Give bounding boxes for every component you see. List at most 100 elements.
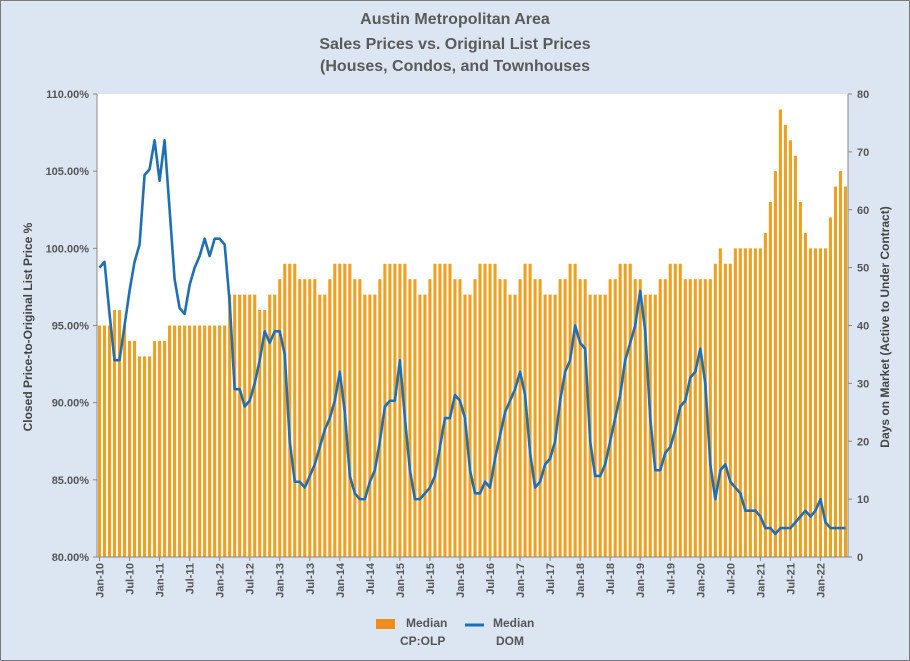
- bar-cp-olp: [618, 263, 622, 557]
- bar-cp-olp: [122, 325, 127, 557]
- bar-cp-olp: [743, 248, 747, 557]
- bar-cp-olp: [203, 325, 207, 557]
- bar-cp-olp: [423, 294, 427, 557]
- bar-cp-olp: [703, 279, 707, 557]
- bar-cp-olp: [338, 263, 342, 557]
- bar-cp-olp: [273, 294, 277, 557]
- bar-cp-olp: [283, 263, 287, 557]
- bar-cp-olp: [408, 279, 412, 557]
- bar-cp-olp: [778, 109, 782, 558]
- bar-cp-olp: [363, 294, 367, 557]
- bar-cp-olp: [518, 279, 522, 557]
- bar-cp-olp: [603, 294, 607, 557]
- bar-cp-olp: [643, 294, 647, 557]
- bar-cp-olp: [418, 294, 422, 557]
- y-axis-label: Closed Price-to-Original List Price %: [21, 222, 35, 431]
- bar-cp-olp: [563, 279, 567, 557]
- bar-cp-olp: [738, 248, 742, 557]
- bar-cp-olp: [533, 279, 537, 557]
- bar-cp-olp: [838, 171, 843, 558]
- x-tick-label: Jan-18: [575, 563, 587, 598]
- bar-cp-olp: [153, 340, 157, 557]
- y-tick-label: 100.00%: [46, 243, 90, 255]
- bar-cp-olp: [803, 232, 807, 557]
- bar-cp-olp: [698, 279, 702, 557]
- bar-cp-olp: [638, 279, 642, 557]
- x-tick-label: Jan-16: [455, 563, 467, 598]
- bar-cp-olp: [483, 263, 487, 557]
- x-tick-label: Jul-10: [125, 563, 137, 595]
- y-tick-label: 95.00%: [52, 321, 90, 333]
- bar-cp-olp: [773, 171, 777, 558]
- bar-cp-olp: [833, 186, 838, 557]
- y-tick-label: 85.00%: [52, 475, 90, 487]
- y2-tick-label: 40: [857, 321, 869, 333]
- bar-cp-olp: [828, 217, 833, 557]
- x-tick-label: Jul-11: [185, 563, 197, 594]
- bar-cp-olp: [148, 356, 152, 557]
- bar-cp-olp: [313, 279, 317, 557]
- y-tick-label: 90.00%: [52, 398, 90, 410]
- bar-cp-olp: [198, 325, 202, 557]
- x-tick-label: Jan-22: [815, 563, 827, 598]
- x-tick-label: Jul-14: [365, 562, 377, 595]
- x-tick-label: Jan-14: [335, 562, 347, 598]
- bar-cp-olp: [688, 279, 692, 557]
- x-tick-label: Jul-16: [485, 563, 497, 595]
- bar-cp-olp: [673, 263, 677, 557]
- y-tick-label: 80.00%: [52, 552, 90, 564]
- y2-tick-label: 80: [857, 89, 869, 101]
- chart-title-line-2: Sales Prices vs. Original List Prices: [319, 36, 591, 53]
- bar-cp-olp: [523, 263, 527, 557]
- bar-cp-olp: [843, 186, 848, 557]
- x-tick-label: Jan-15: [395, 563, 407, 598]
- bar-cp-olp: [558, 279, 562, 557]
- x-tick-label: Jul-18: [605, 563, 617, 595]
- bar-cp-olp: [218, 325, 222, 557]
- bar-cp-olp: [438, 263, 442, 557]
- bar-cp-olp: [633, 279, 637, 557]
- bar-cp-olp: [708, 279, 712, 557]
- bar-cp-olp: [102, 325, 107, 557]
- bar-cp-olp: [498, 279, 502, 557]
- bar-cp-olp: [353, 279, 357, 557]
- bar-cp-olp: [553, 294, 557, 557]
- y2-tick-label: 60: [857, 205, 869, 217]
- bar-cp-olp: [458, 279, 462, 557]
- x-tick-label: Jan-12: [215, 563, 227, 598]
- chart-title-line-3: (Houses, Condos, and Townhouses: [320, 58, 590, 75]
- x-tick-label: Jul-20: [725, 563, 737, 595]
- bar-cp-olp: [133, 340, 137, 557]
- x-tick-label: Jan-11: [155, 563, 167, 597]
- bar-cp-olp: [368, 294, 372, 557]
- bar-cp-olp: [127, 340, 132, 557]
- bar-cp-olp: [278, 279, 282, 557]
- bar-cp-olp: [433, 263, 437, 557]
- x-tick-label: Jul-21: [785, 563, 797, 595]
- line-series: [98, 139, 846, 536]
- bar-cp-olp: [783, 124, 787, 558]
- bar-cp-olp: [393, 263, 397, 557]
- y2-tick-label: 20: [857, 436, 869, 448]
- legend: Median CP:OLP Median DOM: [376, 616, 534, 648]
- bar-cp-olp: [97, 325, 102, 557]
- bar-cp-olp: [683, 279, 687, 557]
- bar-cp-olp: [593, 294, 597, 557]
- bar-cp-olp: [568, 263, 572, 557]
- bar-cp-olp: [243, 294, 247, 557]
- bar-cp-olp: [143, 356, 147, 557]
- bar-cp-olp: [763, 232, 767, 557]
- bar-cp-olp: [513, 294, 517, 557]
- bar-cp-olp: [468, 294, 472, 557]
- bar-cp-olp: [748, 248, 752, 557]
- axes: 80.00% 85.00% 90.00% 95.00% 100.00% 105.00% 11…: [46, 89, 870, 598]
- bar-cp-olp: [473, 279, 477, 557]
- legend-line-label-1: Median: [493, 616, 534, 630]
- bar-cp-olp: [117, 310, 122, 557]
- bar-cp-olp: [308, 279, 312, 557]
- legend-line-label-2: DOM: [496, 634, 524, 648]
- chart-title-line-1: Austin Metropolitan Area: [360, 11, 550, 28]
- legend-bar-swatch: [376, 619, 395, 629]
- bar-cp-olp: [813, 248, 817, 557]
- bar-cp-olp: [293, 263, 297, 557]
